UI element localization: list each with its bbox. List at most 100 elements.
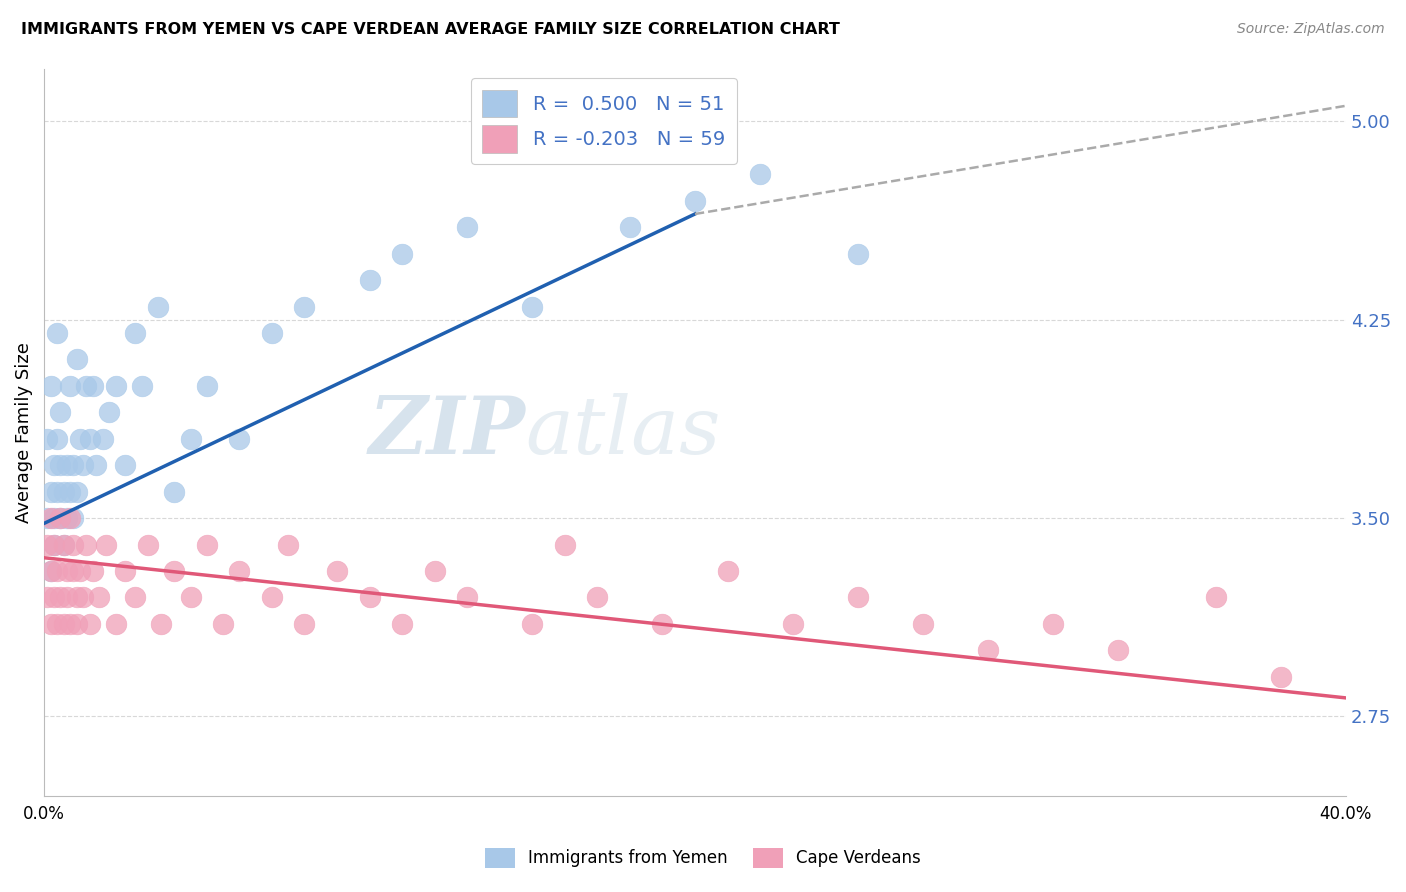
Point <box>59 379 82 393</box>
Point <box>228 432 250 446</box>
Point <box>554 537 576 551</box>
Point <box>72 458 94 473</box>
Point <box>131 379 153 393</box>
Point <box>62 458 84 473</box>
Point <box>62 564 84 578</box>
Point <box>104 616 127 631</box>
Point <box>114 564 136 578</box>
Point <box>228 564 250 578</box>
Point <box>294 616 316 631</box>
Point <box>72 591 94 605</box>
Point <box>260 591 283 605</box>
Point <box>39 484 62 499</box>
Point <box>150 616 173 631</box>
Point <box>66 591 89 605</box>
Point <box>46 326 69 340</box>
Point <box>79 432 101 446</box>
Point <box>98 405 121 419</box>
Point <box>391 246 413 260</box>
Point <box>49 511 72 525</box>
Point <box>977 643 1000 657</box>
Point <box>46 564 69 578</box>
Point <box>39 564 62 578</box>
Point <box>522 616 544 631</box>
Text: IMMIGRANTS FROM YEMEN VS CAPE VERDEAN AVERAGE FAMILY SIZE CORRELATION CHART: IMMIGRANTS FROM YEMEN VS CAPE VERDEAN AV… <box>21 22 839 37</box>
Point <box>59 484 82 499</box>
Point <box>42 537 65 551</box>
Point <box>163 564 186 578</box>
Point <box>180 591 202 605</box>
Point <box>39 379 62 393</box>
Point <box>59 511 82 525</box>
Point <box>37 511 59 525</box>
Point <box>683 194 706 208</box>
Y-axis label: Average Family Size: Average Family Size <box>15 342 32 523</box>
Point <box>39 564 62 578</box>
Point <box>94 537 117 551</box>
Point <box>456 591 478 605</box>
Point <box>75 537 97 551</box>
Point <box>1205 591 1227 605</box>
Point <box>42 511 65 525</box>
Point <box>37 432 59 446</box>
Point <box>66 484 89 499</box>
Text: ZIP: ZIP <box>368 393 526 471</box>
Point <box>46 616 69 631</box>
Point <box>846 246 869 260</box>
Point <box>56 511 79 525</box>
Point <box>163 484 186 499</box>
Point <box>66 352 89 367</box>
Point <box>326 564 349 578</box>
Legend: R =  0.500   N = 51, R = -0.203   N = 59: R = 0.500 N = 51, R = -0.203 N = 59 <box>471 78 737 164</box>
Point <box>180 432 202 446</box>
Point <box>586 591 609 605</box>
Point <box>69 432 91 446</box>
Point <box>1270 670 1292 684</box>
Point <box>37 537 59 551</box>
Point <box>56 458 79 473</box>
Point <box>39 616 62 631</box>
Point <box>212 616 235 631</box>
Point <box>522 300 544 314</box>
Point <box>52 484 75 499</box>
Point <box>79 616 101 631</box>
Point <box>42 591 65 605</box>
Point <box>782 616 804 631</box>
Point <box>59 616 82 631</box>
Point <box>89 591 111 605</box>
Point <box>651 616 673 631</box>
Point <box>37 591 59 605</box>
Point <box>69 564 91 578</box>
Point <box>42 458 65 473</box>
Point <box>294 300 316 314</box>
Point <box>62 537 84 551</box>
Point <box>52 537 75 551</box>
Point <box>619 220 641 235</box>
Point <box>195 379 218 393</box>
Point <box>359 273 381 287</box>
Point <box>423 564 446 578</box>
Point <box>46 432 69 446</box>
Point <box>260 326 283 340</box>
Point <box>391 616 413 631</box>
Point <box>56 591 79 605</box>
Point <box>277 537 299 551</box>
Point <box>195 537 218 551</box>
Legend: Immigrants from Yemen, Cape Verdeans: Immigrants from Yemen, Cape Verdeans <box>478 841 928 875</box>
Text: Source: ZipAtlas.com: Source: ZipAtlas.com <box>1237 22 1385 37</box>
Point <box>75 379 97 393</box>
Point <box>124 591 146 605</box>
Point <box>114 458 136 473</box>
Point <box>46 484 69 499</box>
Text: atlas: atlas <box>526 393 721 471</box>
Point <box>716 564 738 578</box>
Point <box>146 300 169 314</box>
Point <box>62 511 84 525</box>
Point <box>1042 616 1064 631</box>
Point <box>49 591 72 605</box>
Point <box>84 458 107 473</box>
Point <box>39 511 62 525</box>
Point <box>66 616 89 631</box>
Point <box>1107 643 1129 657</box>
Point <box>91 432 114 446</box>
